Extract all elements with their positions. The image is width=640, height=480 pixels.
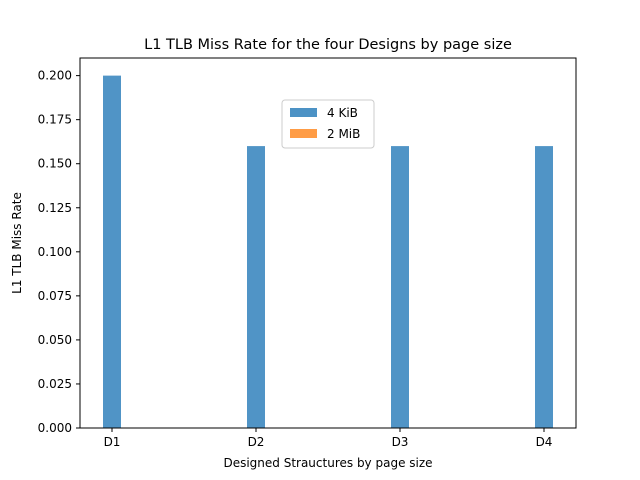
bar-d1-series-0: [103, 75, 121, 428]
chart-title: L1 TLB Miss Rate for the four Designs by…: [144, 37, 512, 53]
y-axis: 0.000 0.025 0.050 0.075 0.100 0.125 0.150 0.175…: [38, 69, 80, 435]
x-axis: D1 D2 D3 D4: [104, 428, 553, 449]
x-tick-label: D2: [248, 435, 265, 449]
y-axis-label: L1 TLB Miss Rate: [10, 192, 24, 294]
y-tick-label: 0.000: [38, 421, 72, 435]
legend-swatch: [290, 108, 317, 117]
y-tick-label: 0.050: [38, 333, 72, 347]
plot-area: [103, 75, 553, 428]
x-tick-label: D3: [392, 435, 409, 449]
legend-swatch: [290, 129, 317, 138]
y-tick-label: 0.025: [38, 377, 72, 391]
plot-frame: [79, 57, 577, 429]
legend-label: 4 KiB: [327, 106, 358, 120]
legend-label: 2 MiB: [327, 127, 360, 141]
bar-d4-series-0: [535, 146, 553, 428]
y-tick-label: 0.075: [38, 289, 72, 303]
y-tick-label: 0.125: [38, 201, 72, 215]
y-tick-label: 0.200: [38, 69, 72, 83]
y-tick-label: 0.150: [38, 157, 72, 171]
x-tick-label: D4: [536, 435, 553, 449]
bar-d3-series-0: [391, 146, 409, 428]
y-tick-label: 0.175: [38, 113, 72, 127]
legend: 4 KiB 2 MiB: [281, 99, 375, 149]
x-tick-label: D1: [104, 435, 121, 449]
x-axis-label: Designed Strauctures by page size: [223, 456, 432, 470]
bar-d2-series-0: [247, 146, 265, 428]
y-tick-label: 0.100: [38, 245, 72, 259]
